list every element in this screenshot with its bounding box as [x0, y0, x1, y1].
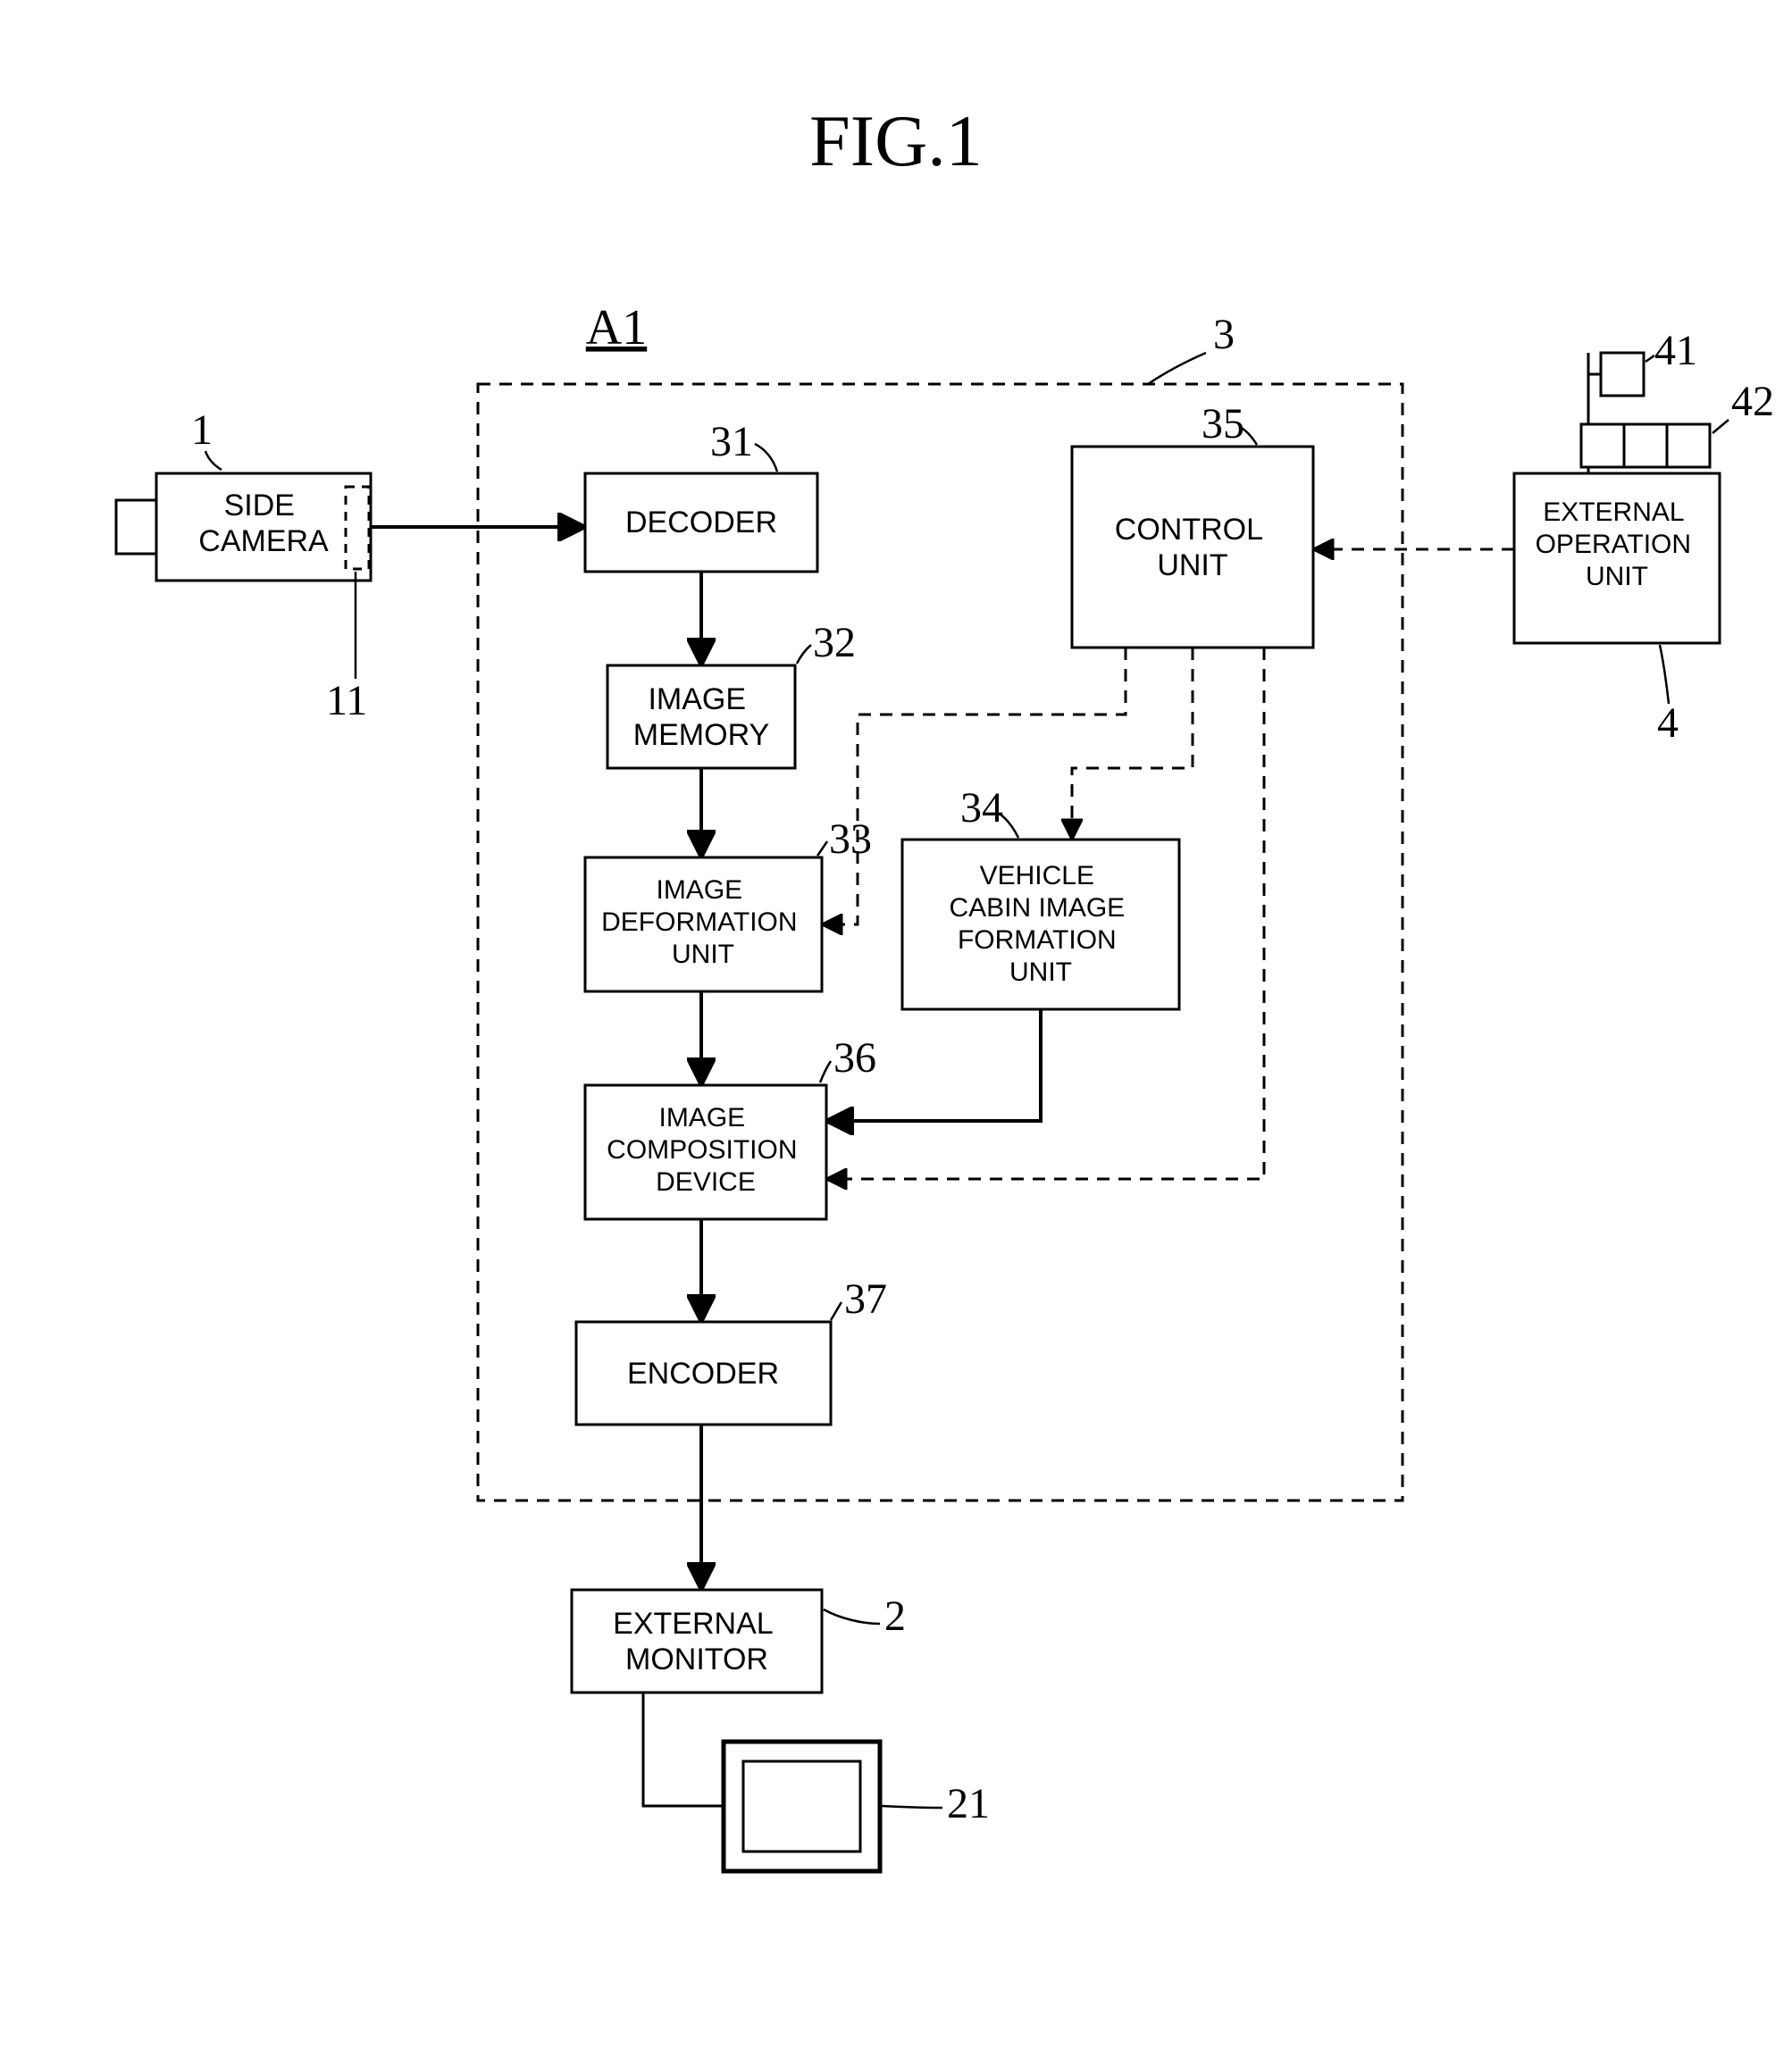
svg-text:42: 42 [1731, 378, 1774, 425]
image-deformation-node: IMAGE DEFORMATION UNIT [585, 857, 822, 991]
decoder-label: DECODER [625, 506, 777, 539]
svg-text:2: 2 [884, 1592, 906, 1640]
system-label: A1 [586, 300, 647, 355]
encoder-label: ENCODER [627, 1357, 779, 1391]
svg-text:35: 35 [1202, 400, 1244, 447]
svg-text:31: 31 [710, 418, 753, 465]
edge-control-cabin [1072, 648, 1193, 838]
external-operation-node: EXTERNAL OPERATION UNIT [1514, 353, 1720, 643]
svg-text:37: 37 [844, 1275, 887, 1323]
edge-monitor-display [643, 1693, 724, 1806]
svg-text:4: 4 [1657, 699, 1679, 747]
side-camera-node: SIDE CAMERA [116, 473, 371, 581]
svg-text:32: 32 [813, 619, 856, 666]
image-memory-node: IMAGE MEMORY [607, 665, 795, 768]
decoder-node: DECODER [585, 473, 817, 572]
vehicle-cabin-node: VEHICLE CABIN IMAGE FORMATION UNIT [902, 840, 1179, 1009]
svg-text:3: 3 [1213, 311, 1235, 358]
svg-text:21: 21 [947, 1780, 990, 1827]
svg-text:34: 34 [960, 784, 1003, 832]
svg-text:1: 1 [191, 406, 213, 454]
svg-text:41: 41 [1654, 327, 1697, 374]
svg-text:36: 36 [833, 1034, 876, 1082]
svg-text:11: 11 [326, 677, 367, 724]
encoder-node: ENCODER [576, 1322, 831, 1425]
figure-title: FIG.1 [809, 100, 983, 181]
svg-text:33: 33 [829, 815, 872, 863]
image-composition-node: IMAGE COMPOSITION DEVICE [585, 1085, 826, 1219]
display-node [724, 1742, 880, 1871]
figure-canvas: FIG.1 A1 SIDE CAMERA DECODER IMAGE MEMOR… [0, 0, 1792, 2048]
control-unit-node: CONTROL UNIT [1072, 447, 1313, 648]
external-monitor-node: EXTERNAL MONITOR [572, 1590, 822, 1693]
